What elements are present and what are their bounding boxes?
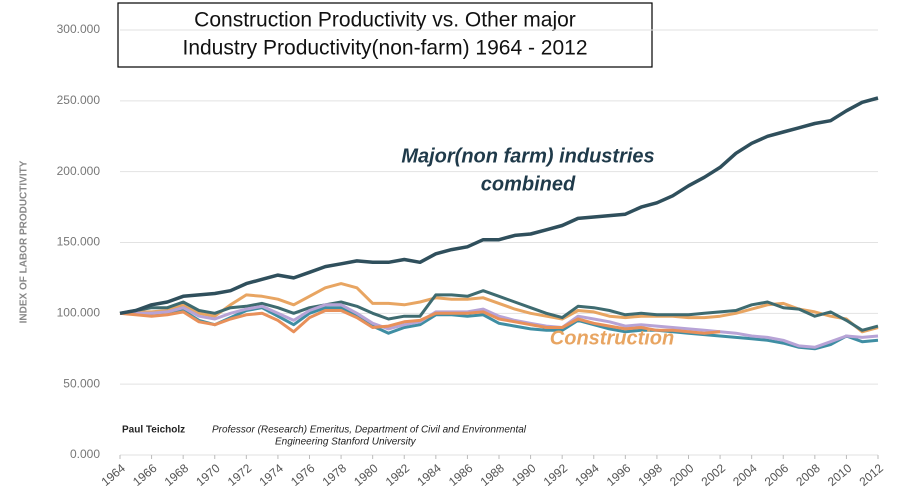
x-tick-label: 1990 [509,461,539,489]
series-line [119,96,879,316]
x-tick-label: 1964 [99,461,129,489]
x-tick-label: 1972 [225,461,255,489]
chart-title: Construction Productivity vs. Other majo… [194,9,576,32]
x-tick-label: 1968 [162,461,192,489]
annotation: combined [481,173,576,195]
y-tick-label: 300.000 [57,22,101,36]
y-tick-label: 200.000 [57,164,101,178]
x-tick-label: 1992 [541,461,571,489]
series-line [119,282,879,334]
chart-title: Industry Productivity(non-farm) 1964 - 2… [182,37,587,60]
annotation: Construction [550,327,674,349]
x-tick-label: 1994 [572,461,602,489]
y-tick-label: 0.000 [70,447,100,461]
x-tick-label: 1986 [446,461,476,489]
y-tick-label: 50.000 [63,376,100,390]
y-axis-label: INDEX OF LABOR PRODUCTIVITY [19,160,30,323]
x-tick-label: 1978 [320,461,350,489]
x-tick-label: 1976 [288,461,318,489]
series-line [119,309,721,335]
x-tick-label: 2006 [762,461,792,489]
x-tick-label: 1982 [383,461,413,489]
x-tick-label: 1970 [193,461,223,489]
x-tick-label: 2010 [825,461,855,489]
x-tick-label: 1966 [130,461,160,489]
x-tick-label: 2002 [699,461,729,489]
x-tick-label: 1984 [414,461,444,489]
footnote: Professor (Research) Emeritus, Departmen… [212,425,527,436]
x-tick-label: 1988 [478,461,508,489]
series-line [119,289,879,332]
y-tick-label: 100.000 [57,306,101,320]
x-tick-label: 2008 [793,461,823,489]
x-tick-label: 1980 [351,461,381,489]
x-tick-label: 2004 [730,461,760,489]
x-tick-label: 2012 [857,461,887,489]
x-tick-label: 2000 [667,461,697,489]
x-tick-label: 1996 [604,461,634,489]
title-box [117,2,653,68]
annotation: Major(non farm) industries [401,145,654,167]
footnote: Engineering Stanford University [275,437,417,448]
series-line [120,303,879,349]
footnote-author: Paul Teicholz [122,425,185,436]
x-tick-label: 1974 [256,461,286,489]
y-tick-label: 150.000 [57,235,101,249]
x-tick-label: 1998 [635,461,665,489]
y-tick-label: 250.000 [57,93,101,107]
